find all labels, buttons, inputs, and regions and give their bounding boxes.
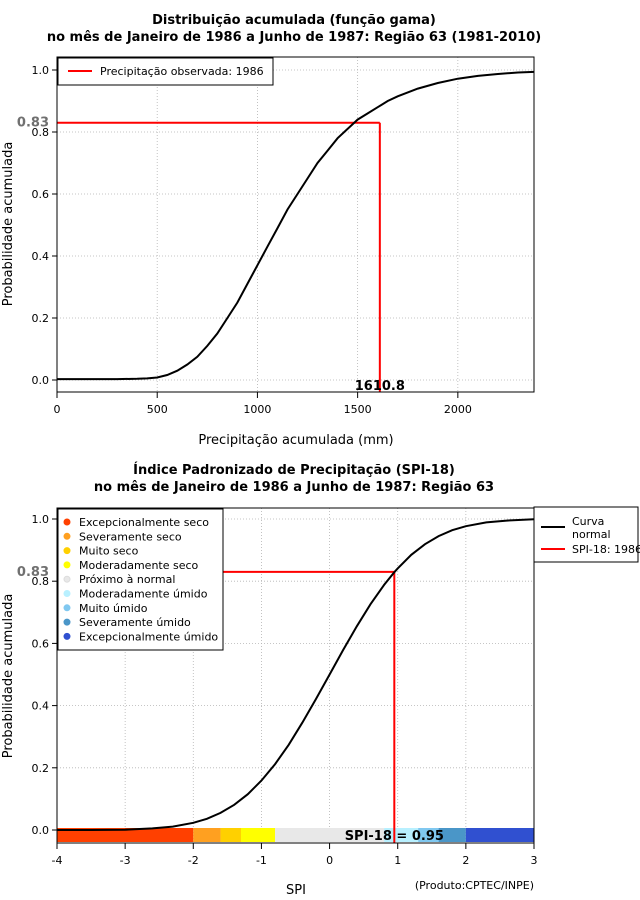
chart1-legend-box (57, 57, 274, 86)
c2-xtick-label: 3 (531, 854, 538, 867)
c1-ytick-label: 0.8 (32, 126, 50, 139)
category-legend-swatch (63, 547, 71, 555)
category-legend-swatch (63, 632, 71, 640)
chart2-ylabel: Probabilidade acumulada (1, 594, 16, 759)
chart1-y-axis: 0.0 0.2 0.4 0.6 0.8 1.0 (32, 64, 57, 387)
c2-ytick-label: 0.8 (32, 575, 50, 588)
c2-xtick-label: -2 (188, 854, 199, 867)
c1-xtick-label: 1500 (344, 403, 372, 416)
category-band (275, 828, 385, 842)
category-legend-label: Moderadamente seco (79, 559, 199, 572)
chart1-marker-x-label: 1610.8 (355, 379, 405, 394)
c2-xtick-label: -4 (52, 854, 63, 867)
chart2-category-legend-box (57, 508, 224, 651)
c2-ytick-label: 0.2 (32, 762, 50, 775)
category-legend-label: Severamente úmido (79, 616, 191, 629)
category-band (384, 828, 419, 842)
category-legend-swatch (63, 590, 71, 597)
c2-ytick-label: 0.6 (32, 637, 50, 650)
chart2-legend-right-box (533, 506, 639, 563)
chart2-marker-y-label: 0.83 (17, 565, 49, 580)
c1-xtick-label: 0 (54, 403, 61, 416)
footer-credit: (Produto:CPTEC/INPE) (415, 879, 534, 892)
c2-xtick-label: 0 (326, 854, 333, 867)
chart1-marker (57, 121, 381, 392)
chart2-subtitle: no mês de Janeiro de 1986 a Junho de 198… (94, 480, 494, 495)
category-band (220, 828, 241, 842)
chart2-legend-curve-label-1: Curva (572, 515, 604, 528)
chart1-frame (56, 56, 535, 393)
category-legend-swatch (63, 618, 71, 626)
chart1-title: Distribuição acumulada (função gama) (152, 13, 436, 28)
chart2-xlabel: SPI (286, 883, 306, 898)
c2-ytick-label: 0.0 (32, 824, 50, 837)
c1-xtick-label: 2000 (444, 403, 472, 416)
chart2-legend-spi-label: SPI-18: 1986 (572, 543, 640, 556)
c1-ytick-label: 0.6 (32, 188, 50, 201)
c2-xtick-label: -3 (120, 854, 131, 867)
chart2-x-axis: -4 -3 -2 -1 0 1 2 3 (52, 843, 538, 867)
c2-xtick-label: 2 (462, 854, 469, 867)
c1-ytick-label: 0.4 (32, 250, 50, 263)
chart2-category-bar (57, 828, 534, 842)
category-legend-label: Excepcionalmente seco (79, 516, 209, 529)
category-legend-label: Excepcionalmente úmido (79, 630, 218, 643)
c1-ytick-label: 0.0 (32, 374, 50, 387)
chart2-title: Índice Padronizado de Precipitação (SPI-… (133, 462, 455, 478)
chart2-spi-label: SPI-18 = 0.95 (345, 829, 444, 844)
c1-xtick-label: 500 (147, 403, 168, 416)
category-legend-label: Moderadamente úmido (79, 588, 208, 601)
category-legend-swatch (63, 532, 71, 540)
category-band (240, 828, 276, 842)
category-band (193, 828, 221, 842)
category-legend-label: Próximo à normal (79, 573, 175, 586)
c2-ytick-label: 1.0 (32, 513, 50, 526)
c2-xtick-label: -1 (256, 854, 267, 867)
chart1-x-axis: 0 500 1000 1500 2000 (54, 392, 472, 416)
chart2-legend-right: Curva normal SPI-18: 1986 (533, 506, 640, 563)
category-legend-swatch (63, 575, 71, 583)
c2-ytick-label: 0.4 (32, 700, 50, 713)
chart1-subtitle: no mês de Janeiro de 1986 a Junho de 198… (47, 30, 541, 45)
chart1-marker-y-label: 0.83 (17, 116, 49, 131)
category-legend-label: Muito seco (79, 545, 139, 558)
category-legend-swatch (63, 604, 71, 612)
category-band (438, 828, 466, 842)
c1-xtick-label: 1000 (243, 403, 271, 416)
category-legend-label: Severamente seco (79, 530, 182, 543)
chart1-xlabel: Precipitação acumulada (mm) (198, 433, 393, 448)
category-legend-swatch (63, 561, 71, 569)
chart2-y-axis: 0.0 0.2 0.4 0.6 0.8 1.0 (32, 513, 57, 837)
chart2-frame (56, 507, 535, 844)
chart2-curve (57, 518, 535, 831)
category-band (57, 828, 194, 842)
c1-ytick-label: 0.2 (32, 312, 50, 325)
category-band (465, 828, 534, 842)
c2-xtick-label: 1 (394, 854, 401, 867)
category-legend-label: Muito úmido (79, 602, 148, 615)
chart1-ylabel: Probabilidade acumulada (1, 142, 16, 307)
chart1-legend-label: Precipitação observada: 1986 (100, 65, 264, 78)
chart2-legend-curve-label-2: normal (572, 528, 611, 541)
category-legend-swatch (63, 518, 71, 526)
chart1-curve (57, 70, 535, 381)
chart1-grid (56, 57, 534, 392)
c1-ytick-label: 1.0 (32, 64, 50, 77)
category-band (418, 828, 439, 842)
chart1-legend: Precipitação observada: 1986 (57, 57, 274, 86)
